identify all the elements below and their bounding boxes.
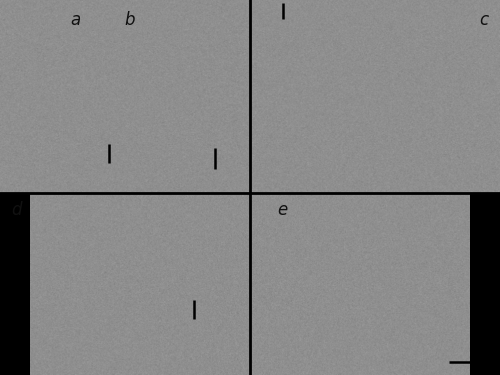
Bar bbox=[0, 0, 500, 193]
Bar bbox=[470, 193, 500, 375]
Text: a: a bbox=[70, 11, 80, 29]
Bar bbox=[0, 193, 30, 375]
Text: b: b bbox=[125, 11, 135, 29]
Text: c: c bbox=[480, 11, 488, 29]
Text: d: d bbox=[11, 201, 22, 219]
Text: e: e bbox=[278, 201, 287, 219]
Bar bbox=[30, 193, 470, 375]
